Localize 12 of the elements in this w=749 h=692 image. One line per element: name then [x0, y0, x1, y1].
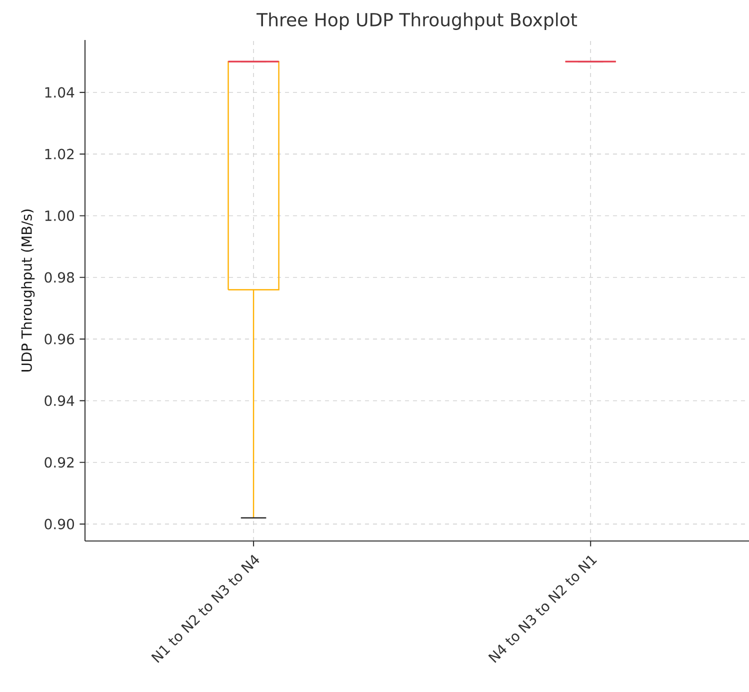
chart-title: Three Hop UDP Throughput Boxplot	[256, 12, 578, 30]
y-tick-label: 1.04	[45, 87, 74, 98]
y-axis-title: UDP Throughput (MB/s)	[21, 210, 35, 372]
x-tick-label: N4 to N3 to N2 to N1	[488, 556, 597, 663]
y-tick-label: 1.02	[45, 148, 74, 160]
y-tick-label: 0.92	[44, 457, 74, 468]
y-tick-label: 0.94	[44, 395, 74, 406]
y-tick-label: 0.90	[44, 518, 74, 530]
y-tick-label: 0.96	[44, 334, 74, 344]
y-tick-label: 0.98	[44, 272, 74, 283]
x-tick-label: N1 to N2 to N3 to N4	[151, 554, 260, 663]
y-tick-label: 1.00	[45, 210, 74, 222]
